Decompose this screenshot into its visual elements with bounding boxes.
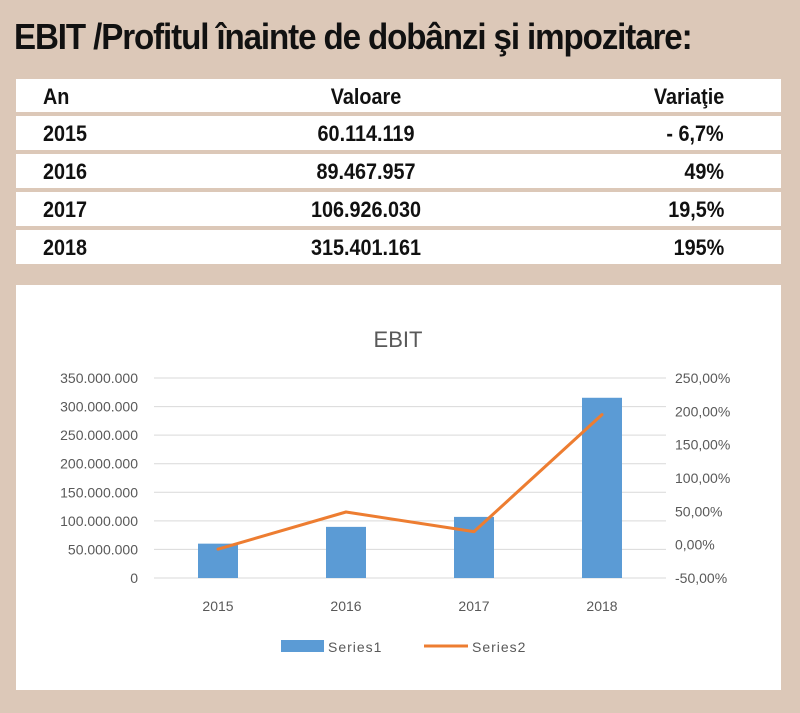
y-left-tick-label: 200.000.000 (60, 456, 138, 472)
data-table: An Valoare Variaţie 2015 60.114.119 - 6,… (16, 79, 781, 268)
bar-2017 (454, 516, 494, 578)
y-left-tick-label: 250.000.000 (60, 427, 138, 443)
cell-value-text: 315.401.161 (310, 235, 422, 260)
ebit-chart: EBIT 0 50.000.000 100.000.000 150.000.000 20… (60, 327, 730, 655)
series2-point-2015 (216, 547, 220, 551)
table-row: 2018 315.401.161 195% (16, 230, 781, 264)
y-left-tick-label: 150.000.000 (60, 484, 138, 500)
y-right-tick-label: 50,00% (675, 503, 722, 519)
y-right-tick-label: 250,00% (675, 370, 730, 386)
series2-point-2018 (600, 413, 604, 417)
y-left-tick-label: 0 (130, 570, 138, 586)
y-right-tick-label: -50,00% (675, 570, 727, 586)
y-right-tick-label: 100,00% (675, 470, 730, 486)
header-valoare-text: Valoare (330, 84, 402, 109)
y-right-tick-label: 150,00% (675, 437, 730, 453)
x-tick-label: 2016 (330, 598, 361, 614)
cell-year: 2017 (43, 197, 88, 222)
header-variatie: Variaţie (653, 84, 724, 109)
page-title: EBIT /Profitul înainte de dobânzi şi imp… (14, 16, 693, 57)
y-left-tick-label: 300.000.000 (60, 399, 138, 415)
y-left-tick-label: 350.000.000 (60, 370, 138, 386)
series2-point-2017 (472, 530, 476, 534)
table-row: 2017 106.926.030 19,5% (16, 192, 781, 226)
table-row: 2016 89.467.957 49% (16, 154, 781, 188)
cell-year: 2015 (43, 121, 88, 146)
table-row: 2015 60.114.119 - 6,7% (16, 116, 781, 150)
cell-year: 2018 (43, 235, 88, 260)
cell-value-text: 89.467.957 (316, 159, 416, 184)
bar-2016 (326, 526, 366, 578)
header-an: An (43, 84, 70, 109)
cell-variation: - 6,7% (666, 121, 724, 146)
y-right-tick-label: 0,00% (675, 537, 715, 553)
cell-variation: 19,5% (667, 197, 724, 222)
series2-point-2016 (344, 510, 348, 514)
x-tick-label: 2018 (586, 598, 617, 614)
bar-2018 (582, 397, 622, 578)
series2-line (217, 413, 604, 551)
cell-variation: 195% (673, 235, 724, 260)
cell-year: 2016 (43, 159, 88, 184)
legend-series1-label: Series1 (328, 639, 382, 655)
legend-series1-swatch (281, 640, 324, 652)
cell-variation: 49% (684, 159, 724, 184)
legend-series2-label: Series2 (472, 639, 526, 655)
x-tick-label: 2017 (458, 598, 489, 614)
y-right-tick-label: 200,00% (675, 403, 730, 419)
y-left-tick-label: 100.000.000 (60, 513, 138, 529)
y-left-tick-label: 50.000.000 (68, 541, 138, 557)
chart-panel: EBIT 0 50.000.000 100.000.000 150.000.000 20… (16, 285, 781, 690)
cell-value-text: 106.926.030 (310, 197, 422, 222)
table-header-row: An Valoare Variaţie (16, 79, 781, 112)
x-tick-label: 2015 (202, 598, 233, 614)
cell-value-text: 60.114.119 (317, 121, 415, 146)
chart-title: EBIT (374, 327, 423, 352)
